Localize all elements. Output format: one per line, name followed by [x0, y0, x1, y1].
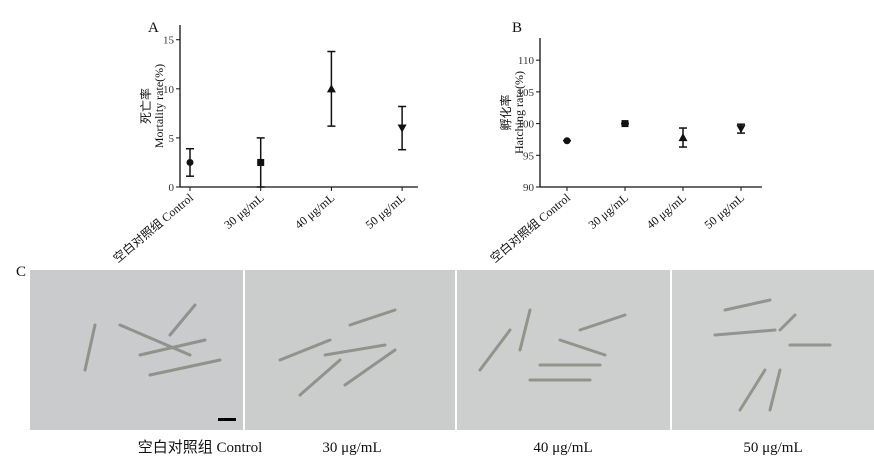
marker — [187, 159, 194, 166]
x-tick-label: 空白对照组 Control — [110, 189, 197, 265]
marker — [327, 84, 336, 92]
photo — [672, 270, 874, 430]
marker — [257, 159, 264, 166]
y-tick-label: 95 — [523, 150, 535, 162]
y-tick-label: 0 — [169, 182, 175, 194]
marker — [564, 137, 571, 144]
photo-caption: 30 μg/mL — [322, 440, 381, 456]
marker — [398, 124, 407, 132]
y-tick-label: 5 — [169, 133, 175, 145]
photo-caption: 空白对照组 Control — [138, 439, 263, 456]
y-tick-label: 105 — [518, 87, 535, 99]
panel-label: C — [16, 264, 26, 280]
panel-label: B — [512, 20, 522, 36]
y-axis-label: 孵化率 — [498, 94, 513, 130]
y-tick-label: 110 — [518, 55, 535, 67]
photo-caption: 50 μg/mL — [743, 440, 802, 456]
x-tick-label: 40 μg/mL — [644, 191, 689, 232]
photo-caption: 40 μg/mL — [533, 440, 592, 456]
y-axis-label: 死亡率 — [138, 88, 153, 124]
scale-bar — [218, 418, 236, 421]
panel-label: A — [148, 20, 159, 36]
y-tick-label: 15 — [163, 35, 175, 47]
marker — [679, 133, 688, 141]
y-tick-label: 10 — [163, 84, 175, 96]
figure: C 空白对照组 Control 30 μg/mL 40 μg/mL 50 μg/mL A… — [0, 0, 874, 465]
marker — [622, 120, 629, 127]
y-tick-label: 90 — [523, 182, 535, 194]
x-tick-label: 40 μg/mL — [292, 191, 337, 232]
y-axis-label: Hatching rate(%) — [512, 71, 526, 154]
x-tick-label: 30 μg/mL — [221, 191, 266, 232]
figure-canvas: C 空白对照组 Control 30 μg/mL 40 μg/mL 50 μg/mL A… — [0, 0, 874, 465]
y-tick-label: 100 — [518, 119, 535, 131]
photo — [457, 270, 670, 430]
x-tick-label: 30 μg/mL — [586, 191, 631, 232]
y-axis-label: Mortality rate(%) — [152, 64, 166, 148]
x-tick-label: 50 μg/mL — [702, 191, 747, 232]
photos — [30, 270, 874, 430]
x-tick-label: 50 μg/mL — [363, 191, 408, 232]
x-tick-label: 空白对照组 Control — [487, 189, 574, 265]
photo — [30, 270, 243, 430]
marker — [737, 125, 746, 133]
